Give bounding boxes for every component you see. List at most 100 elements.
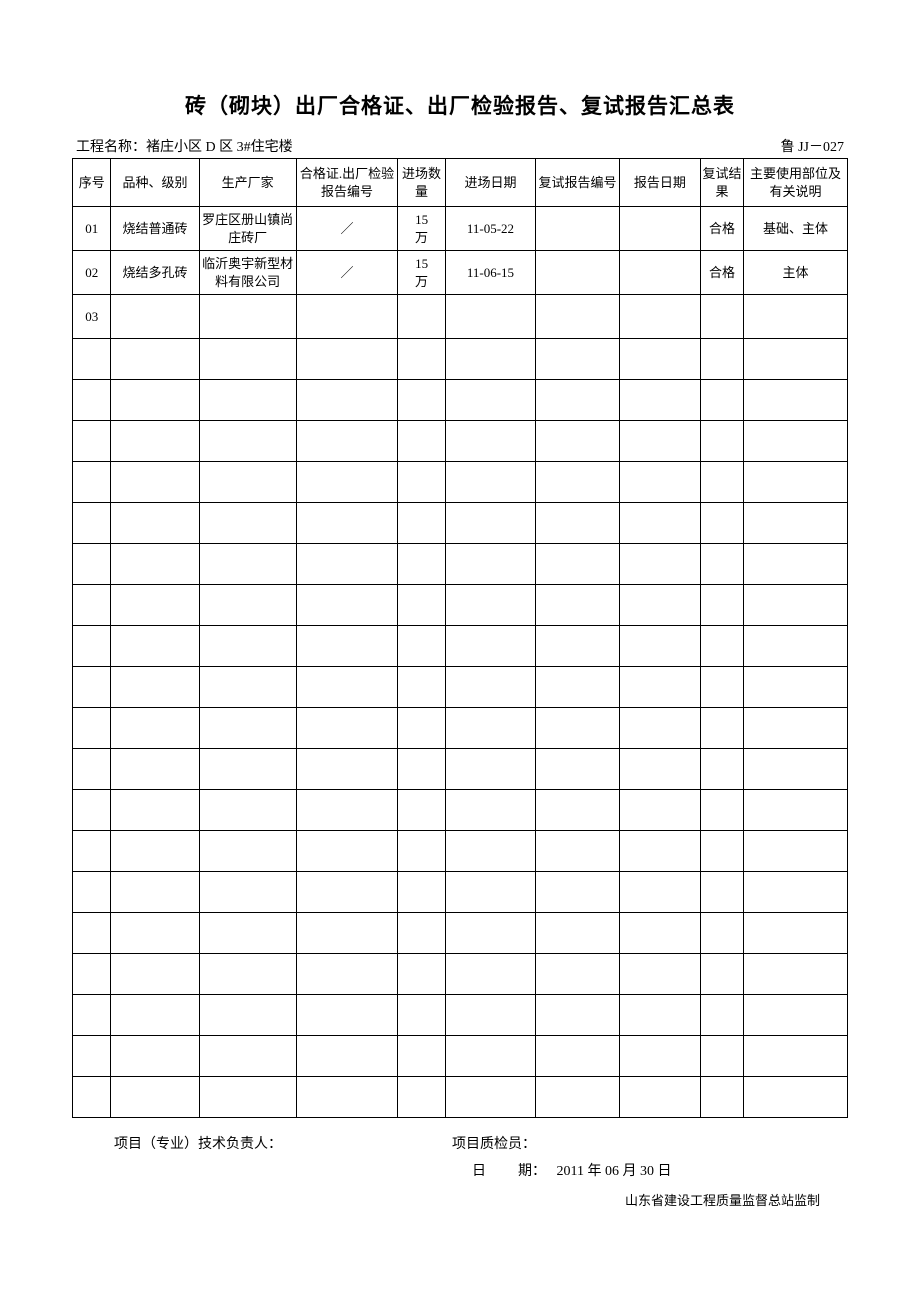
col-indate: 进场日期 [445, 159, 535, 207]
cell-empty [111, 462, 199, 503]
footer-line2: 日期： 2011 年 06 月 30 日 [72, 1159, 848, 1186]
cell-cert: ／ [296, 207, 398, 251]
cell-empty [445, 995, 535, 1036]
cell-empty [445, 380, 535, 421]
cell-empty [199, 626, 296, 667]
cell-empty [536, 1077, 620, 1118]
cell-empty [744, 831, 848, 872]
cell-seq: 03 [73, 295, 111, 339]
cell-empty [744, 913, 848, 954]
table-row [73, 1036, 848, 1077]
cell-empty [701, 585, 744, 626]
cell-empty [199, 790, 296, 831]
table-row [73, 954, 848, 995]
cell-empty [73, 1036, 111, 1077]
footer-issuer: 山东省建设工程质量监督总站监制 [72, 1189, 848, 1214]
cell-result: 合格 [701, 251, 744, 295]
table-row [73, 831, 848, 872]
cell-empty [619, 380, 700, 421]
cell-empty [536, 585, 620, 626]
cell-empty [445, 954, 535, 995]
cell-empty [398, 1077, 445, 1118]
cell-empty [296, 585, 398, 626]
cell-empty [73, 1077, 111, 1118]
table-row [73, 1077, 848, 1118]
cell-empty [73, 503, 111, 544]
cell-empty [111, 790, 199, 831]
cell-empty [536, 503, 620, 544]
cell-empty [73, 872, 111, 913]
cell-empty [445, 626, 535, 667]
table-row [73, 995, 848, 1036]
cell-empty [744, 954, 848, 995]
cell-empty [619, 503, 700, 544]
col-rptno: 复试报告编号 [536, 159, 620, 207]
cell-empty [296, 339, 398, 380]
cell-empty [398, 1036, 445, 1077]
cell-type: 烧结普通砖 [111, 207, 199, 251]
cell-empty [701, 667, 744, 708]
col-cert: 合格证.出厂检验报告编号 [296, 159, 398, 207]
cell-empty [398, 503, 445, 544]
cell-empty [744, 790, 848, 831]
cell-empty [536, 995, 620, 1036]
cell-empty [398, 339, 445, 380]
cell-empty [199, 831, 296, 872]
table-row [73, 421, 848, 462]
cell-empty [536, 913, 620, 954]
cell-in_date: 11-05-22 [445, 207, 535, 251]
cell-empty [744, 708, 848, 749]
cell-empty [744, 749, 848, 790]
footer-tech-lead: 项目（专业）技术负责人： [72, 1132, 452, 1159]
cell-empty [536, 790, 620, 831]
table-row [73, 544, 848, 585]
cell-in_date: 11-06-15 [445, 251, 535, 295]
cell-qty: 15万 [398, 251, 445, 295]
cell-empty [199, 667, 296, 708]
project-label: 工程名称： [76, 140, 146, 155]
cell-result: 合格 [701, 207, 744, 251]
cell-empty [701, 544, 744, 585]
cell-empty [111, 749, 199, 790]
cell-empty [296, 1077, 398, 1118]
cell-rpt_no [536, 295, 620, 339]
cell-empty [199, 380, 296, 421]
cell-empty [445, 831, 535, 872]
cell-empty [398, 462, 445, 503]
table-row: 03 [73, 295, 848, 339]
cell-empty [701, 503, 744, 544]
cell-empty [398, 667, 445, 708]
cell-empty [199, 1077, 296, 1118]
cell-empty [744, 585, 848, 626]
table-row [73, 790, 848, 831]
cell-empty [73, 708, 111, 749]
cell-empty [111, 626, 199, 667]
cell-empty [199, 872, 296, 913]
cell-empty [73, 380, 111, 421]
cell-empty [199, 585, 296, 626]
cell-empty [536, 544, 620, 585]
cell-empty [744, 626, 848, 667]
cell-empty [744, 544, 848, 585]
cell-empty [199, 954, 296, 995]
cell-empty [111, 1077, 199, 1118]
cell-empty [701, 749, 744, 790]
cell-result [701, 295, 744, 339]
cell-cert: ／ [296, 251, 398, 295]
cell-empty [445, 503, 535, 544]
table-body: 01烧结普通砖罗庄区册山镇尚庄砖厂／15万11-05-22合格基础、主体02烧结… [73, 207, 848, 1118]
cell-rpt_no [536, 207, 620, 251]
cell-empty [619, 626, 700, 667]
cell-empty [619, 462, 700, 503]
cell-empty [73, 544, 111, 585]
cell-empty [296, 503, 398, 544]
cell-empty [536, 380, 620, 421]
cell-empty [111, 995, 199, 1036]
col-type: 品种、级别 [111, 159, 199, 207]
cell-empty [744, 1036, 848, 1077]
cell-empty [445, 667, 535, 708]
cell-empty [398, 995, 445, 1036]
cell-empty [398, 708, 445, 749]
cell-empty [536, 462, 620, 503]
cell-empty [536, 954, 620, 995]
